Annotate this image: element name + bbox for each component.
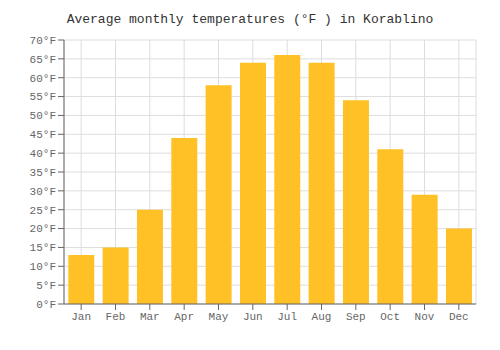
svg-text:50°F: 50°F: [30, 110, 56, 122]
svg-text:Oct: Oct: [380, 311, 400, 323]
svg-text:70°F: 70°F: [30, 35, 56, 47]
svg-text:15°F: 15°F: [30, 242, 56, 254]
svg-text:60°F: 60°F: [30, 73, 56, 85]
svg-text:30°F: 30°F: [30, 186, 56, 198]
svg-text:Sep: Sep: [346, 311, 366, 323]
svg-text:Nov: Nov: [415, 311, 435, 323]
svg-text:25°F: 25°F: [30, 205, 56, 217]
svg-text:Jan: Jan: [71, 311, 91, 323]
svg-text:45°F: 45°F: [30, 129, 56, 141]
svg-text:Feb: Feb: [106, 311, 126, 323]
html-text:Average monthly temperatures (: Average monthly temperatures (°F ) in Ko…: [66, 12, 434, 27]
svg-text:Mar: Mar: [140, 311, 160, 323]
svg-text:Dec: Dec: [449, 311, 469, 323]
svg-text:10°F: 10°F: [30, 261, 56, 273]
svg-text:Jul: Jul: [277, 311, 297, 323]
svg-text:Apr: Apr: [174, 311, 194, 323]
svg-text:May: May: [209, 311, 229, 323]
svg-text:Aug: Aug: [312, 311, 332, 323]
svg-text:40°F: 40°F: [30, 148, 56, 160]
svg-text:0°F: 0°F: [36, 299, 56, 311]
svg-text:20°F: 20°F: [30, 223, 56, 235]
svg-text:65°F: 65°F: [30, 54, 56, 66]
svg-text:Jun: Jun: [243, 311, 263, 323]
svg-text:5°F: 5°F: [36, 280, 56, 292]
svg-text:55°F: 55°F: [30, 91, 56, 103]
svg-text:35°F: 35°F: [30, 167, 56, 179]
